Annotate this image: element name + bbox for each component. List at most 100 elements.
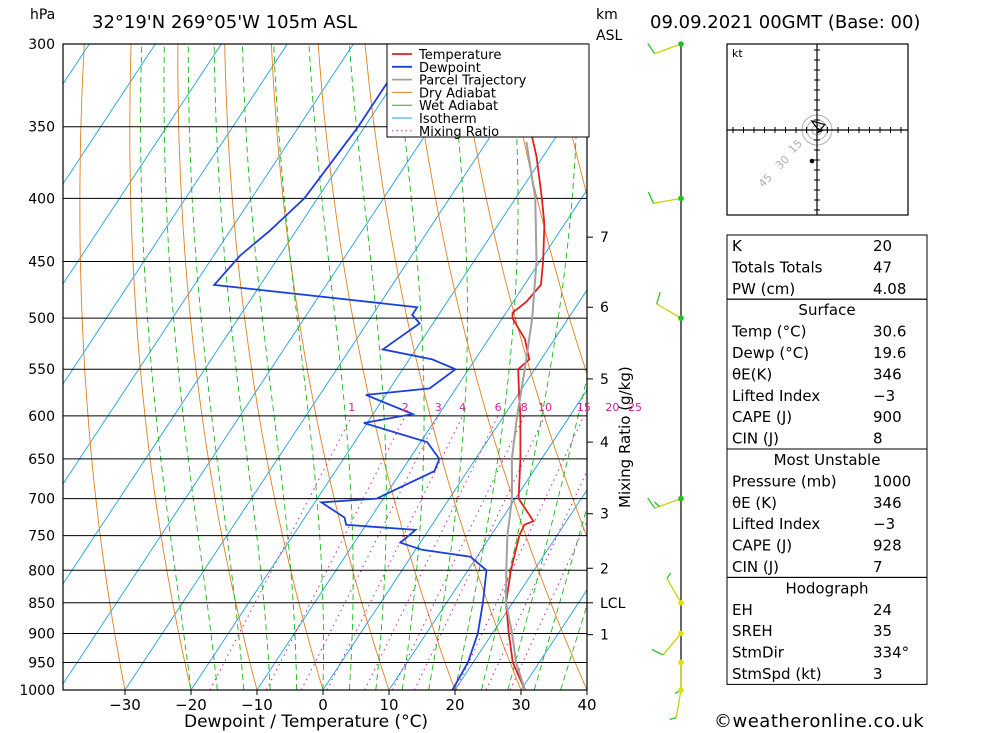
wet-adiabat-line <box>163 44 218 690</box>
wind-barb <box>666 572 684 606</box>
mixing-ratio-line <box>209 415 353 690</box>
pressure-tick-label: 850 <box>28 596 55 612</box>
wind-barb-staff <box>662 633 682 656</box>
mixing-ratio-label: 25 <box>628 401 642 414</box>
height-tick-label: 4 <box>600 435 609 451</box>
mixing-ratio-line <box>413 415 546 690</box>
height-tick-label: 7 <box>600 230 609 246</box>
dry-adiabat-line <box>129 44 192 690</box>
wind-level-dot <box>678 41 684 47</box>
height-tick-label: 6 <box>600 300 609 316</box>
table-row-label: Dewp (°C) <box>732 344 809 362</box>
mixing-ratio-label: 4 <box>459 401 466 414</box>
asl-unit-label: ASL <box>596 28 622 44</box>
table-row-value: −3 <box>873 387 895 405</box>
table-row-value: 19.6 <box>873 344 906 362</box>
table-row-label: Lifted Index <box>732 387 820 405</box>
table-row-value: 928 <box>873 537 902 555</box>
mixing-ratio-line <box>391 415 525 690</box>
wind-barb-feather <box>647 42 656 54</box>
table-row-label: StmDir <box>732 644 785 662</box>
pressure-tick-label: 400 <box>28 191 55 207</box>
table-row-value: 7 <box>873 558 883 576</box>
table-row-label: CIN (J) <box>732 430 779 448</box>
parcel-trajectory-line <box>504 141 538 690</box>
table-row-value: 334° <box>873 644 909 662</box>
wind-level-dot <box>678 315 684 321</box>
legend-label: Parcel Trajectory <box>419 74 527 89</box>
temperature-line <box>505 44 546 690</box>
pressure-tick-label: 700 <box>28 492 55 508</box>
mixing-ratio-label: 6 <box>495 401 502 414</box>
table-row-label: PW (cm) <box>732 280 795 298</box>
x-tick-label: 30 <box>511 696 530 714</box>
mixing-ratio-line <box>300 415 439 690</box>
mixing-ratio-label: 1 <box>348 401 355 414</box>
isotherm-line <box>256 189 587 690</box>
dry-adiabat-line <box>411 44 587 690</box>
mixing-ratio-label: 3 <box>435 401 442 414</box>
wind-barb <box>647 191 684 204</box>
mixing-ratio-line <box>326 415 464 690</box>
isotherm-line <box>190 89 587 690</box>
pressure-tick-label: 650 <box>28 452 55 468</box>
pressure-tick-label: 950 <box>28 655 55 671</box>
height-tick-label: 1 <box>600 628 609 644</box>
storm-motion-dot <box>809 158 815 164</box>
hpa-unit-label: hPa <box>30 7 55 23</box>
wind-barb-feather <box>647 191 655 204</box>
wind-barb-profile <box>647 41 684 721</box>
pressure-tick-label: 800 <box>28 563 55 579</box>
wind-barb-staff <box>654 498 682 509</box>
table-row-value: 8 <box>873 430 883 448</box>
wind-barb-feather <box>647 497 656 509</box>
x-tick-label: 40 <box>577 696 596 714</box>
table-row-label: Lifted Index <box>732 515 820 533</box>
mixing-ratio-line <box>364 415 499 690</box>
isotherm-line <box>454 489 587 690</box>
pressure-tick-label: 550 <box>28 362 55 378</box>
legend-label: Mixing Ratio <box>419 125 499 140</box>
table-section-box <box>726 576 928 685</box>
table-row-label: CAPE (J) <box>732 537 792 555</box>
pressure-tick-label: 450 <box>28 255 55 271</box>
wet-adiabat-line <box>560 603 587 690</box>
mixing-ratio-line <box>485 469 587 690</box>
x-tick-label: 20 <box>445 696 464 714</box>
wind-barb <box>656 292 684 321</box>
dewpoint-line <box>212 44 488 690</box>
dry-adiabat-line <box>973 44 1000 690</box>
hodograph-trace <box>810 119 826 134</box>
table-row-label: CAPE (J) <box>732 408 792 426</box>
indices-table: K 20 Totals Totals 47 PW (cm) 4.08 Surface Temp… <box>726 234 928 685</box>
legend-label: Dewpoint <box>419 61 481 76</box>
mixing-ratio-label: 20 <box>605 401 619 414</box>
wet-adiabat-line <box>213 44 271 690</box>
pressure-tick-label: 350 <box>28 120 55 136</box>
dry-adiabat-line <box>224 44 324 690</box>
table-row-value: 35 <box>873 622 892 640</box>
pressure-tick-label: 1000 <box>19 683 55 699</box>
table-row-label: Totals Totals <box>731 258 823 276</box>
height-tick-label: LCL <box>600 596 626 612</box>
wind-barb <box>669 687 684 721</box>
wind-barb-staff <box>666 578 682 604</box>
legend-mixing-ratio: Mixing Ratio <box>392 125 499 140</box>
wet-adiabat-line <box>395 44 425 690</box>
mixing-ratio-labels: 1 2 3 4 6 8 10 15 20 25 <box>348 401 642 414</box>
table-row-value: −3 <box>873 515 895 533</box>
wind-level-dot <box>678 599 684 606</box>
x-tick-label: 10 <box>379 696 398 714</box>
mixing-ratio-line <box>265 415 406 690</box>
legend-isotherm: Isotherm <box>392 112 477 127</box>
mixing-ratio-label: 8 <box>521 401 528 414</box>
legend-box <box>386 43 590 138</box>
pressure-tick-label: 900 <box>28 626 55 642</box>
wind-level-dot <box>678 687 684 693</box>
isobar-lines <box>63 43 587 691</box>
wet-adiabat-line <box>348 44 387 690</box>
wind-barb-feather <box>654 501 660 507</box>
